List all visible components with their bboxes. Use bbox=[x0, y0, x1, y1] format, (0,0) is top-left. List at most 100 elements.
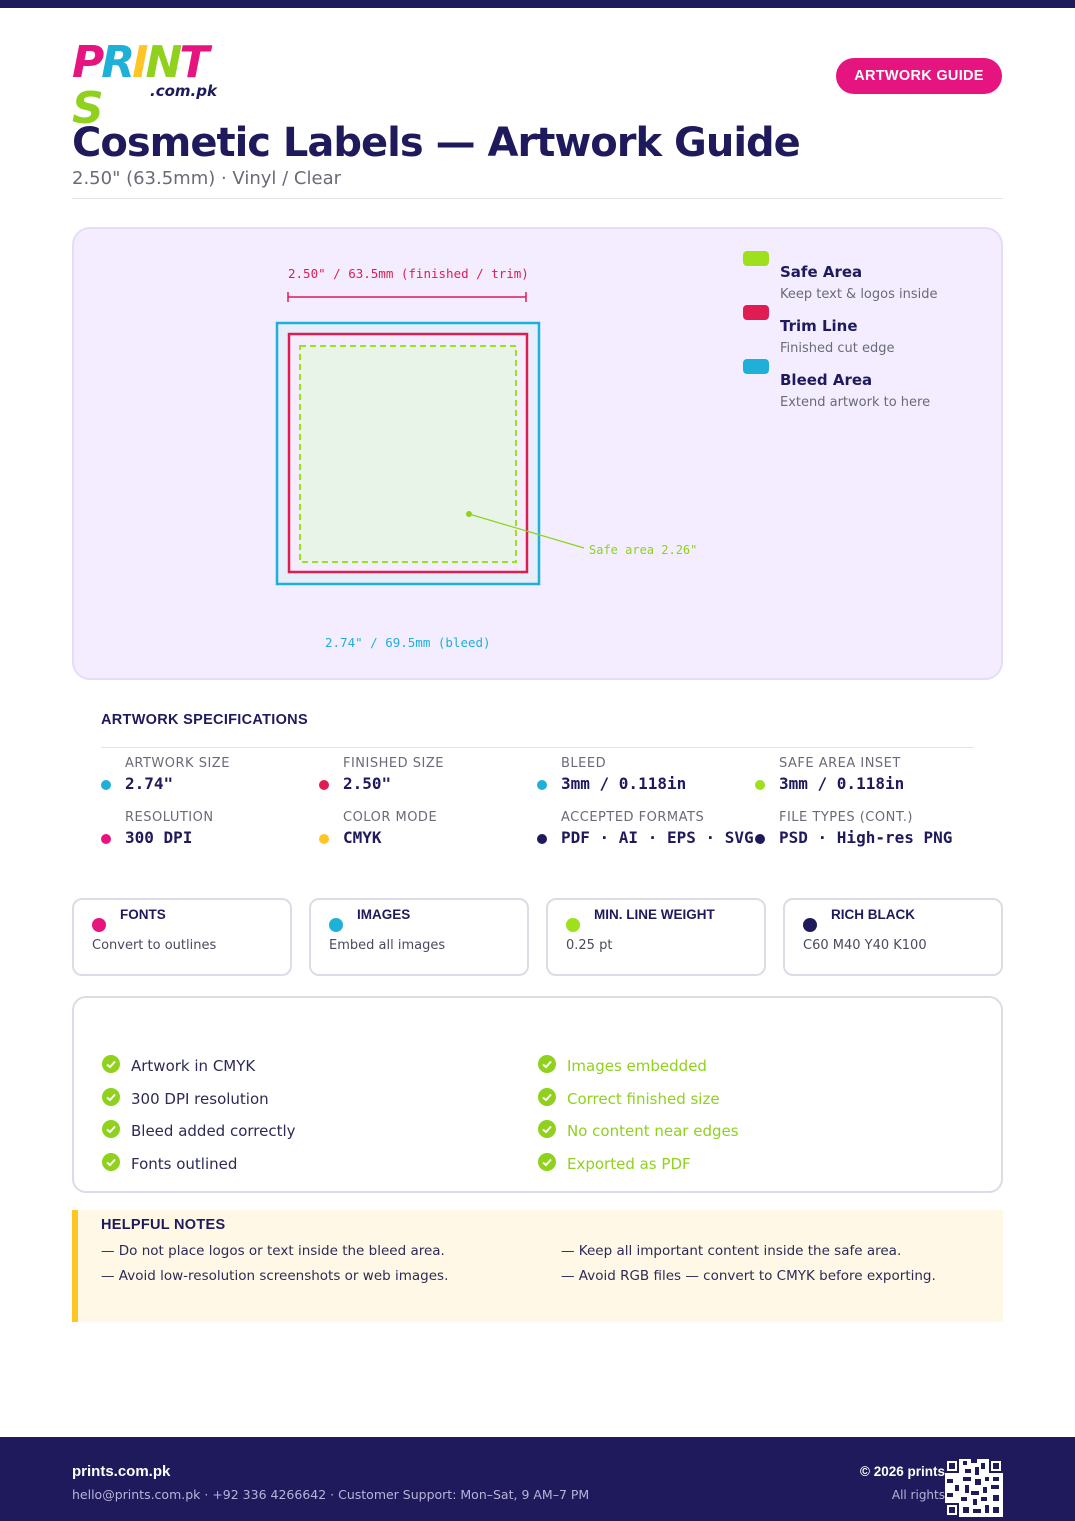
spec-dot bbox=[319, 780, 329, 790]
specs-divider bbox=[101, 747, 974, 748]
logo-letter: P bbox=[72, 37, 104, 88]
legend-name: Bleed Area bbox=[780, 371, 873, 389]
page-footer: prints.com.pk hello@prints.com.pk · +92 … bbox=[0, 1437, 1075, 1521]
spec-bleed: BLEED 3mm / 0.118in bbox=[537, 756, 757, 800]
card-title: RICH BLACK bbox=[831, 907, 915, 922]
label-diagram: 2.50" / 63.5mm (finished / trim) Safe ar… bbox=[275, 266, 697, 650]
checklist-text: No content near edges bbox=[567, 1122, 739, 1140]
spec-label: ARTWORK SIZE bbox=[125, 756, 230, 771]
spec-label: FILE TYPES (CONT.) bbox=[779, 810, 913, 825]
card-min-line-weight: MIN. LINE WEIGHT 0.25 pt bbox=[546, 898, 766, 976]
footer-copyright: © 2026 prints bbox=[860, 1464, 945, 1479]
checklist-text: Exported as PDF bbox=[567, 1155, 691, 1173]
spec-dot bbox=[537, 780, 547, 790]
legend-desc: Finished cut edge bbox=[780, 341, 895, 356]
spec-label: RESOLUTION bbox=[125, 810, 214, 825]
check-icon bbox=[538, 1088, 556, 1106]
spec-label: FINISHED SIZE bbox=[343, 756, 444, 771]
checklist-text: 300 DPI resolution bbox=[131, 1090, 269, 1108]
artwork-guide-badge[interactable]: ARTWORK GUIDE bbox=[836, 58, 1002, 94]
card-rich-black: RICH BLACK C60 M40 Y40 K100 bbox=[783, 898, 1003, 976]
safe-area-callout: Safe area 2.26" bbox=[589, 543, 697, 557]
card-title: FONTS bbox=[120, 907, 166, 922]
safe-area-box bbox=[299, 345, 517, 563]
legend-name: Trim Line bbox=[780, 317, 858, 335]
check-icon bbox=[102, 1153, 120, 1171]
specs-heading: ARTWORK SPECIFICATIONS bbox=[101, 712, 308, 728]
card-title: IMAGES bbox=[357, 907, 411, 922]
legend-item-bleed-area: Bleed Area Extend artwork to here bbox=[743, 357, 983, 411]
legend-desc: Keep text & logos inside bbox=[780, 287, 938, 302]
card-text: Convert to outlines bbox=[92, 938, 217, 953]
legend-desc: Extend artwork to here bbox=[780, 395, 931, 410]
spec-value: 2.50" bbox=[343, 774, 392, 793]
legend-swatch bbox=[743, 305, 769, 320]
logo-letter: N bbox=[145, 37, 183, 88]
spec-value: 2.74" bbox=[125, 774, 174, 793]
spec-resolution: RESOLUTION 300 DPI bbox=[101, 810, 321, 854]
top-accent-bar bbox=[0, 0, 1075, 8]
diagram-legend: Safe Area Keep text & logos inside Trim … bbox=[743, 249, 983, 411]
card-title: MIN. LINE WEIGHT bbox=[594, 907, 715, 922]
spec-label: SAFE AREA INSET bbox=[779, 756, 901, 771]
card-text: C60 M40 Y40 K100 bbox=[803, 938, 927, 953]
logo-wordmark: PRINT S bbox=[72, 40, 232, 132]
safe-callout-line bbox=[468, 513, 585, 549]
card-dot bbox=[566, 918, 580, 932]
footer-contact[interactable]: hello@prints.com.pk · +92 336 4266642 · … bbox=[72, 1487, 590, 1502]
card-fonts: FONTS Convert to outlines bbox=[72, 898, 292, 976]
spec-value: 3mm / 0.118in bbox=[779, 774, 905, 793]
spec-value: 3mm / 0.118in bbox=[561, 774, 687, 793]
spec-dot bbox=[101, 780, 111, 790]
checklist-text: Bleed added correctly bbox=[131, 1122, 296, 1140]
spec-dot bbox=[319, 834, 329, 844]
check-icon bbox=[102, 1088, 120, 1106]
label-diagram-panel: 2.50" / 63.5mm (finished / trim) Safe ar… bbox=[72, 227, 1003, 680]
helpful-notes: HELPFUL NOTES — Do not place logos or te… bbox=[72, 1210, 1003, 1322]
check-icon bbox=[102, 1120, 120, 1138]
notes-heading: HELPFUL NOTES bbox=[101, 1217, 226, 1233]
legend-item-trim-line: Trim Line Finished cut edge bbox=[743, 303, 983, 357]
footer-rights: All rights bbox=[891, 1488, 945, 1502]
qr-code-icon[interactable] bbox=[945, 1459, 1003, 1517]
spec-file-types: FILE TYPES (CONT.) PSD · High-res PNG bbox=[755, 810, 975, 854]
logo-letter: I bbox=[132, 37, 148, 88]
card-dot bbox=[329, 918, 343, 932]
spec-artwork-size: ARTWORK SIZE 2.74" bbox=[101, 756, 321, 800]
prints-logo[interactable]: PRINT S .com.pk bbox=[72, 40, 232, 132]
logo-letter: S bbox=[72, 83, 104, 134]
checklist-text: Correct finished size bbox=[567, 1090, 720, 1108]
spec-dot bbox=[755, 780, 765, 790]
spec-value: CMYK bbox=[343, 828, 382, 847]
checklist-text: Fonts outlined bbox=[131, 1155, 238, 1173]
spec-dot bbox=[537, 834, 547, 844]
page-subtitle: 2.50" (63.5mm) · Vinyl / Clear bbox=[72, 168, 341, 189]
preflight-checklist: Artwork in CMYK 300 DPI resolution Bleed… bbox=[72, 996, 1003, 1193]
spec-accepted-formats: ACCEPTED FORMATS PDF · AI · EPS · SVG bbox=[537, 810, 757, 854]
spec-value: PSD · High-res PNG bbox=[779, 828, 953, 847]
spec-value: 300 DPI bbox=[125, 828, 193, 847]
footer-brand[interactable]: prints.com.pk bbox=[72, 1463, 171, 1480]
spec-label: ACCEPTED FORMATS bbox=[561, 810, 705, 825]
checklist-text: Images embedded bbox=[567, 1057, 707, 1075]
note-item: — Avoid low-resolution screenshots or we… bbox=[101, 1268, 449, 1284]
check-icon bbox=[538, 1153, 556, 1171]
check-icon bbox=[538, 1120, 556, 1138]
legend-name: Safe Area bbox=[780, 263, 863, 281]
spec-dot bbox=[755, 834, 765, 844]
title-divider bbox=[72, 198, 1003, 199]
card-images: IMAGES Embed all images bbox=[309, 898, 529, 976]
spec-label: BLEED bbox=[561, 756, 607, 771]
card-dot bbox=[92, 918, 106, 932]
note-item: — Keep all important content inside the … bbox=[561, 1243, 902, 1259]
logo-letter: T bbox=[179, 37, 209, 88]
spec-color-mode: COLOR MODE CMYK bbox=[319, 810, 539, 854]
card-text: Embed all images bbox=[329, 938, 446, 953]
legend-swatch bbox=[743, 359, 769, 374]
bleed-dimension-label: 2.74" / 69.5mm (bleed) bbox=[325, 635, 491, 650]
trim-dimension-label: 2.50" / 63.5mm (finished / trim) bbox=[288, 266, 529, 281]
spec-finished-size: FINISHED SIZE 2.50" bbox=[319, 756, 539, 800]
check-icon bbox=[102, 1055, 120, 1073]
check-icon bbox=[538, 1055, 556, 1073]
card-dot bbox=[803, 918, 817, 932]
